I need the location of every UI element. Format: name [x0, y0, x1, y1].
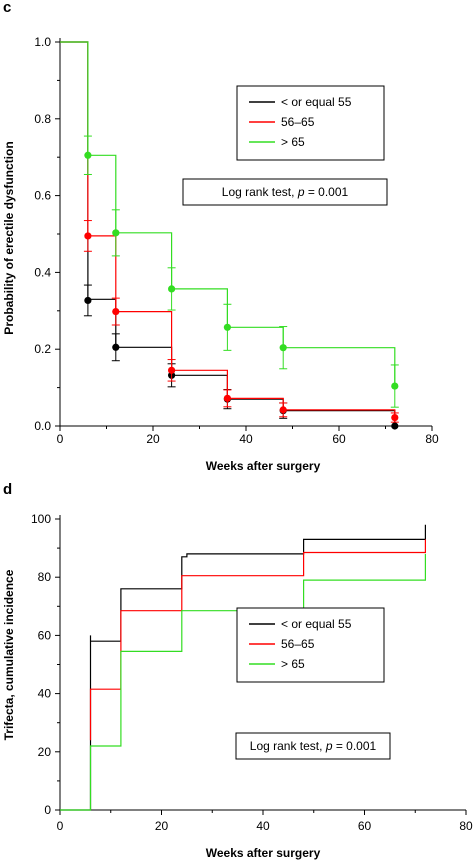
annotation-box — [235, 732, 391, 760]
panel-label-c: c — [3, 0, 11, 16]
annotation-box — [182, 178, 388, 206]
y-tick-label: 0.2 — [34, 342, 51, 356]
data-point — [168, 285, 176, 293]
data-point — [391, 382, 399, 390]
x-tick-label: 20 — [155, 819, 169, 833]
y-tick-label: 0.6 — [34, 189, 51, 203]
legend-entry: > 65 — [281, 657, 305, 671]
data-point — [112, 343, 120, 351]
stat-annotation: Log rank test, p = 0.001 — [182, 178, 388, 206]
y-tick-label: 1.0 — [34, 35, 51, 49]
legend: < or equal 55 56–65 > 65 — [236, 85, 385, 161]
legend: < or equal 55 56–65 > 65 — [236, 607, 385, 683]
annotation-text: Log rank test, p = 0.001 — [222, 185, 349, 199]
data-point — [112, 229, 120, 237]
panel-label-d: d — [3, 481, 12, 498]
legend-entry: 56–65 — [281, 115, 315, 129]
y-axis-label-d: Trifecta, cumulative incidence — [2, 569, 16, 740]
legend-box — [236, 85, 385, 161]
series-line-2 — [60, 553, 426, 811]
data-point — [112, 307, 120, 316]
legend-entry: > 65 — [281, 135, 305, 149]
y-tick-label: 20 — [38, 745, 52, 759]
x-tick-label: 80 — [459, 819, 473, 833]
y-tick-label: 0.4 — [34, 265, 51, 279]
data-point — [223, 394, 231, 402]
data-point — [84, 232, 92, 240]
data-point — [391, 422, 399, 430]
series-line-0 — [60, 524, 426, 811]
y-tick-label: 0.8 — [34, 112, 51, 126]
legend-entry: < or equal 55 — [281, 95, 352, 109]
data-point — [84, 296, 92, 305]
legend-entry: 56–65 — [281, 637, 315, 651]
data-point — [223, 323, 231, 331]
plot-panel-d: 0 20 40 60 80 0 20 40 60 80 100 < or equal 55 56–65 >… — [31, 512, 473, 833]
data-point — [279, 344, 287, 352]
x-tick-label: 0 — [57, 432, 64, 446]
x-tick-label: 40 — [256, 819, 270, 833]
y-tick-label: 100 — [31, 512, 51, 526]
annotation-text: Log rank test, p = 0.001 — [250, 739, 377, 753]
y-axis-label-c: Probability of erectile dysfunction — [2, 141, 16, 334]
x-tick-label: 20 — [146, 432, 160, 446]
y-tick-label: 80 — [38, 570, 52, 584]
y-tick-label: 60 — [38, 628, 52, 642]
y-tick-label: 0.0 — [34, 419, 51, 433]
plot-panel-c: 0 20 40 60 80 0.0 0.2 0.4 0.6 0.8 1.0 < or equal 55… — [34, 35, 439, 446]
legend-entry: < or equal 55 — [281, 617, 352, 631]
x-tick-label: 40 — [239, 432, 253, 446]
y-tick-label: 40 — [38, 687, 52, 701]
x-axis-label-c: Weeks after surgery — [206, 459, 321, 473]
x-tick-label: 60 — [332, 432, 346, 446]
x-tick-label: 80 — [425, 432, 439, 446]
data-point — [391, 413, 399, 422]
x-tick-label: 60 — [358, 819, 372, 833]
y-tick-label: 0 — [44, 803, 51, 817]
data-point — [84, 151, 92, 159]
series-line-1 — [89, 539, 426, 741]
stat-annotation: Log rank test, p = 0.001 — [235, 732, 391, 760]
data-point — [279, 406, 287, 414]
legend-box — [236, 607, 385, 683]
x-tick-label: 0 — [57, 819, 64, 833]
x-axis-label-d: Weeks after surgery — [206, 846, 321, 860]
data-point — [168, 366, 176, 374]
